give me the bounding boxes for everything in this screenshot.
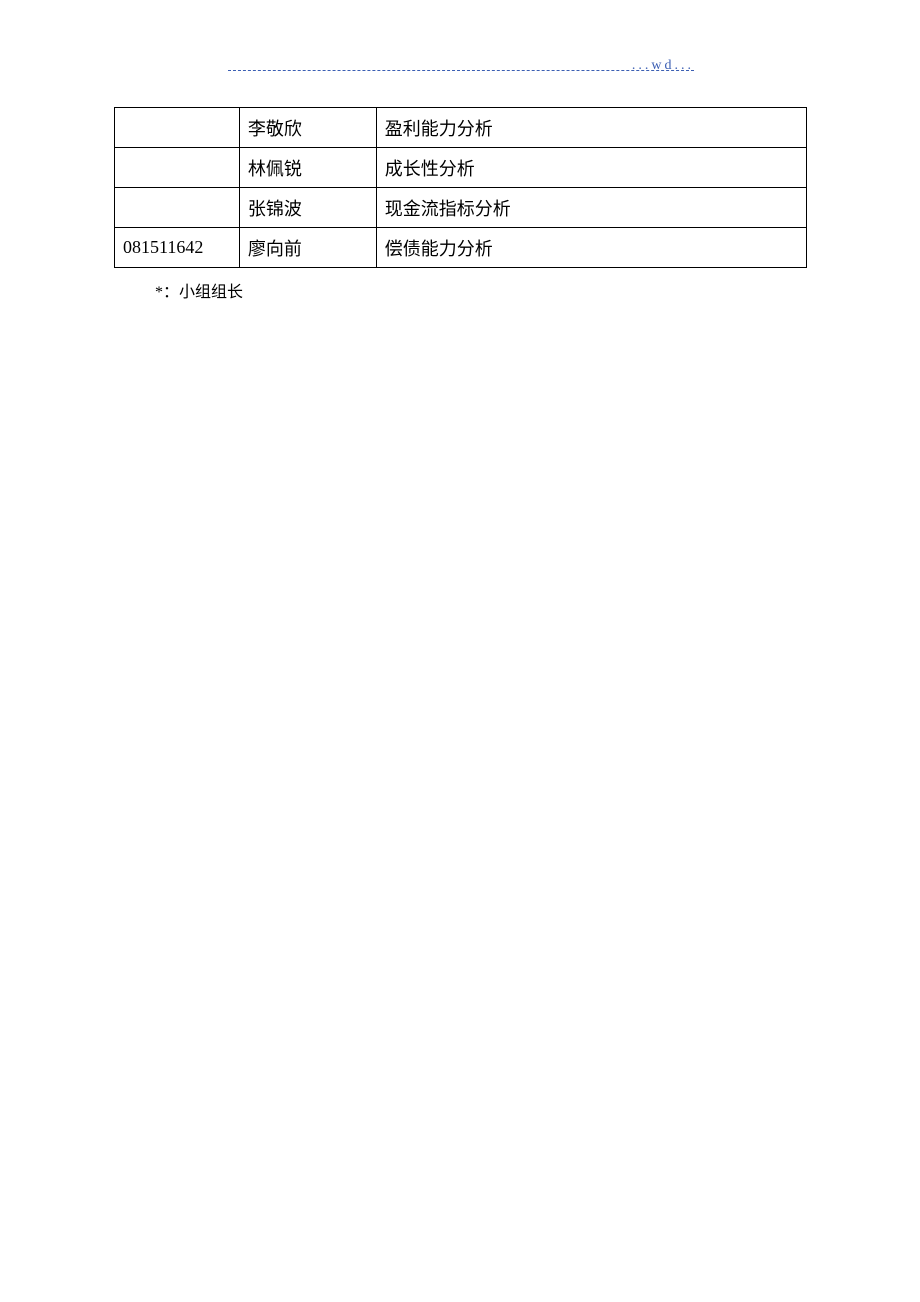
cell-desc: 现金流指标分析: [376, 188, 806, 228]
header-label: ...wd...: [632, 58, 694, 74]
cell-name: 廖向前: [239, 228, 376, 268]
cell-name: 张锦波: [239, 188, 376, 228]
cell-id: [115, 148, 240, 188]
footnote-text: *：小组组长: [155, 278, 243, 302]
table-row: 李敬欣 盈利能力分析: [115, 108, 807, 148]
table-row: 林佩锐 成长性分析: [115, 148, 807, 188]
assignment-table: 李敬欣 盈利能力分析 林佩锐 成长性分析 张锦波 现金流指标分析 0815116…: [114, 107, 807, 268]
table-row: 081511642 廖向前 偿债能力分析: [115, 228, 807, 268]
header-divider: ...wd...: [228, 54, 694, 71]
cell-id: 081511642: [115, 228, 240, 268]
cell-name: 林佩锐: [239, 148, 376, 188]
cell-desc: 成长性分析: [376, 148, 806, 188]
cell-desc: 偿债能力分析: [376, 228, 806, 268]
cell-name: 李敬欣: [239, 108, 376, 148]
cell-desc: 盈利能力分析: [376, 108, 806, 148]
cell-id: [115, 188, 240, 228]
cell-id: [115, 108, 240, 148]
table-row: 张锦波 现金流指标分析: [115, 188, 807, 228]
